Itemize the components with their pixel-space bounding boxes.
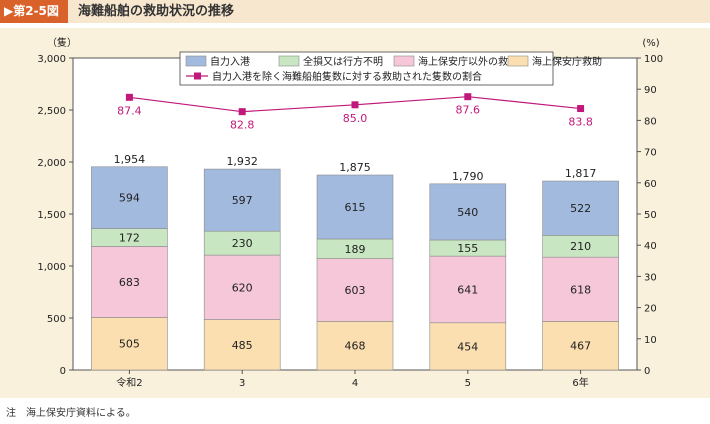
figure-number: ▶第2-5図 <box>0 0 68 23</box>
bar-value-label: 467 <box>570 340 591 353</box>
y2-tick-label: 80 <box>644 116 657 127</box>
bar-segment <box>429 183 507 241</box>
legend-label: 海上保安庁以外の救助 <box>418 55 518 68</box>
bar-value-label: 230 <box>232 237 253 250</box>
ratio-value-label: 82.8 <box>230 119 255 132</box>
y2-tick-label: 50 <box>644 210 657 221</box>
ratio-value-label: 87.6 <box>456 104 481 117</box>
ratio-value-label: 85.0 <box>343 112 368 125</box>
bar-value-label: 597 <box>232 194 253 207</box>
ratio-value-label: 87.4 <box>117 104 142 117</box>
ratio-point <box>464 93 472 101</box>
figure-header: ▶第2-5図 海難船舶の救助状況の推移 <box>0 0 710 23</box>
bar-value-label: 485 <box>232 339 253 352</box>
bar-value-label: 172 <box>119 232 140 245</box>
bar-value-label: 522 <box>570 202 591 215</box>
y2-tick-label: 70 <box>644 148 657 159</box>
bar-value-label: 683 <box>119 276 140 289</box>
y2-tick-label: 90 <box>644 85 657 96</box>
bar-total-label: 1,875 <box>339 161 371 174</box>
x-tick-label: 5 <box>465 378 471 389</box>
bar-value-label: 594 <box>119 192 140 205</box>
bar-segment <box>429 255 507 324</box>
y2-tick-label: 100 <box>644 54 663 65</box>
legend-label: 自力入港を除く海難船舶隻数に対する救助された隻数の割合 <box>212 70 482 83</box>
y-tick-label: 500 <box>47 314 66 325</box>
y2-tick-label: 20 <box>644 304 657 315</box>
source-note: 注 海上保安庁資料による。 <box>6 408 136 419</box>
legend-swatch <box>278 55 300 67</box>
bar-total-label: 1,954 <box>114 153 146 166</box>
ratio-point <box>125 93 133 101</box>
bar-segment <box>542 256 619 322</box>
bar-value-label: 468 <box>345 340 366 353</box>
legend-box <box>179 51 554 86</box>
y-axis-unit: （隻） <box>47 36 77 49</box>
y-tick-label: 1,500 <box>37 210 66 221</box>
y-tick-label: 1,000 <box>37 262 66 273</box>
chart-panel: 0 500 1,000 1,500 2,000 2,500 3,000 0 10 20 30 40 50… <box>0 28 710 398</box>
bar-value-label: 618 <box>570 283 591 296</box>
ratio-point <box>351 101 359 109</box>
y2-tick-label: 60 <box>644 179 657 190</box>
legend-label: 自力入港 <box>210 55 250 68</box>
bar-total-label: 1,817 <box>565 167 597 180</box>
y2-axis-unit: (%) <box>642 38 659 49</box>
ratio-point <box>238 108 246 116</box>
legend-swatch <box>393 55 415 67</box>
y-tick-label: 3,000 <box>37 54 66 65</box>
y2-tick-label: 0 <box>644 366 650 377</box>
x-tick-label: 3 <box>239 378 245 389</box>
bar-segment <box>316 174 394 240</box>
ratio-point <box>577 105 585 113</box>
x-tick-label: 6年 <box>572 376 588 389</box>
bar-value-label: 641 <box>457 283 478 296</box>
bar-value-label: 620 <box>232 281 253 294</box>
bar-value-label: 454 <box>457 340 478 353</box>
bar-segment <box>542 321 619 371</box>
figure-title: 海難船舶の救助状況の推移 <box>78 4 235 19</box>
y2-tick-label: 40 <box>644 241 657 252</box>
bar-segment <box>316 258 394 322</box>
bar-segment <box>542 180 619 236</box>
bar-value-label: 505 <box>119 338 140 351</box>
y-tick-label: 0 <box>60 366 66 377</box>
bar-total-label: 1,932 <box>226 155 258 168</box>
bar-segment <box>91 166 168 229</box>
legend-label: 全損又は行方不明 <box>303 55 383 68</box>
chart-svg: 0 500 1,000 1,500 2,000 2,500 3,000 0 10 20 30 40 50… <box>37 36 663 389</box>
bar-value-label: 603 <box>345 284 366 297</box>
legend-line-marker <box>194 72 201 80</box>
y2-tick-label: 10 <box>644 335 657 346</box>
bar-value-label: 540 <box>457 206 478 219</box>
bar-segment <box>429 322 507 371</box>
y-tick-label: 2,000 <box>37 158 66 169</box>
x-tick-label: 4 <box>352 378 358 389</box>
legend-swatch <box>507 55 529 67</box>
legend-label: 海上保安庁救助 <box>532 55 602 68</box>
y2-tick-label: 30 <box>644 272 657 283</box>
bar-value-label: 155 <box>457 242 478 255</box>
bar-value-label: 210 <box>570 240 591 253</box>
bar-value-label: 615 <box>345 201 366 214</box>
y-tick-label: 2,500 <box>37 106 66 117</box>
bar-value-label: 189 <box>345 243 366 256</box>
legend-swatch <box>185 55 207 67</box>
bar-segment <box>203 168 281 232</box>
ratio-value-label: 83.8 <box>568 116 593 129</box>
x-tick-label: 令和2 <box>116 376 142 389</box>
bar-segment <box>203 319 281 371</box>
bar-segment <box>203 254 281 320</box>
bar-total-label: 1,790 <box>452 170 484 183</box>
